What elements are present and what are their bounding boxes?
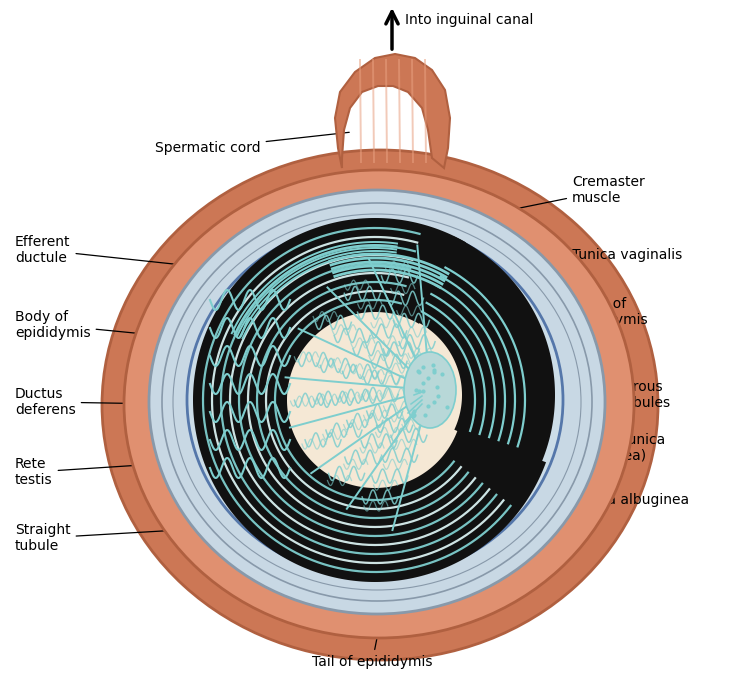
Text: Head of
epididymis: Head of epididymis bbox=[503, 297, 648, 327]
Text: Straight
tubule: Straight tubule bbox=[15, 522, 314, 553]
Ellipse shape bbox=[124, 170, 634, 638]
Text: Efferent
ductule: Efferent ductule bbox=[15, 235, 245, 272]
Text: Cremaster
muscle: Cremaster muscle bbox=[513, 175, 645, 209]
Ellipse shape bbox=[187, 222, 563, 578]
Ellipse shape bbox=[102, 150, 658, 660]
Text: Spermatic cord: Spermatic cord bbox=[155, 132, 349, 155]
Text: Septa (tunica
albuginea): Septa (tunica albuginea) bbox=[513, 432, 665, 463]
Ellipse shape bbox=[221, 253, 545, 563]
Ellipse shape bbox=[149, 190, 605, 614]
Text: Tunica vaginalis: Tunica vaginalis bbox=[543, 248, 682, 262]
Text: Tunica albuginea: Tunica albuginea bbox=[525, 492, 689, 507]
Text: Body of
epididymis: Body of epididymis bbox=[15, 310, 223, 342]
Text: Rete
testis: Rete testis bbox=[15, 457, 247, 487]
Polygon shape bbox=[193, 218, 546, 582]
Polygon shape bbox=[335, 54, 450, 168]
Text: Seminiferous
tubule lobules: Seminiferous tubule lobules bbox=[495, 380, 670, 410]
Text: Ductus
deferens: Ductus deferens bbox=[15, 387, 225, 417]
Ellipse shape bbox=[404, 352, 456, 428]
Text: Into inguinal canal: Into inguinal canal bbox=[405, 13, 533, 27]
Text: Tail of epididymis: Tail of epididymis bbox=[312, 584, 432, 669]
Polygon shape bbox=[415, 237, 555, 469]
